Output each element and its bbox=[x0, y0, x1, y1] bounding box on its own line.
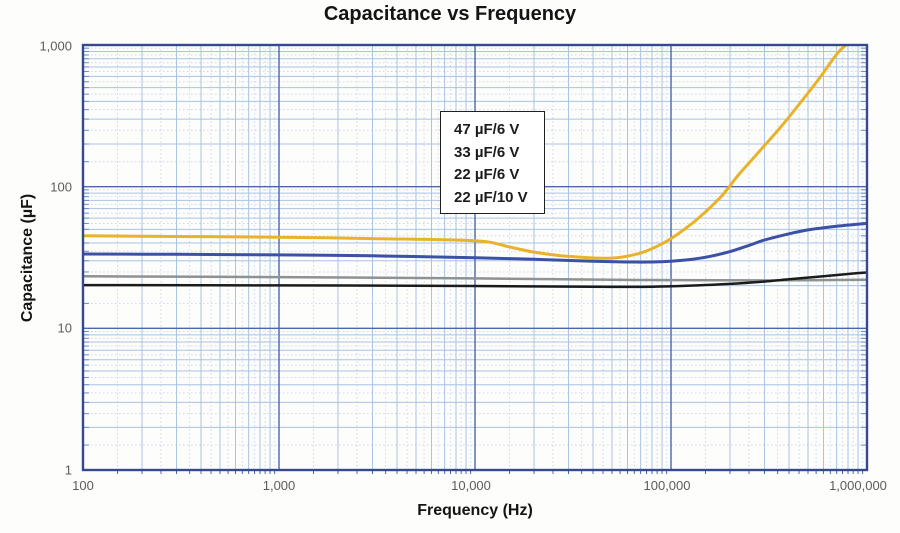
series-curve bbox=[83, 221, 867, 264]
x-axis-label: Frequency (Hz) bbox=[417, 502, 533, 519]
x-tick-label: 1,000 bbox=[262, 478, 296, 493]
x-tick-label: 1,000,000 bbox=[829, 478, 887, 493]
x-tick-label: 100 bbox=[72, 478, 94, 493]
y-tick-label: 100 bbox=[50, 179, 72, 195]
legend-item: 22 µF/6 V bbox=[454, 166, 520, 183]
series-curve bbox=[83, 271, 867, 289]
x-tick-label: 100,000 bbox=[643, 478, 691, 493]
legend-item: 47 µF/6 V bbox=[454, 121, 520, 138]
legend-box: 47 µF/6 V 33 µF/6 V 22 µF/6 V 22 µF/10 V bbox=[440, 111, 545, 214]
plot-border bbox=[81, 43, 869, 472]
x-tick-label: 10,000 bbox=[451, 478, 491, 493]
series-curve bbox=[83, 275, 867, 282]
chart-title: Capacitance vs Frequency bbox=[323, 3, 577, 25]
y-tick-label: 1,000 bbox=[39, 38, 72, 54]
y-tick-label: 10 bbox=[57, 320, 72, 336]
legend-item: 33 µF/6 V bbox=[454, 143, 520, 161]
series-curve bbox=[83, 45, 848, 260]
legend-item: 22 µF/10 V bbox=[454, 188, 528, 206]
y-axis-label: Capacitance (µF) bbox=[19, 193, 36, 323]
y-tick-label: 1 bbox=[64, 462, 72, 478]
